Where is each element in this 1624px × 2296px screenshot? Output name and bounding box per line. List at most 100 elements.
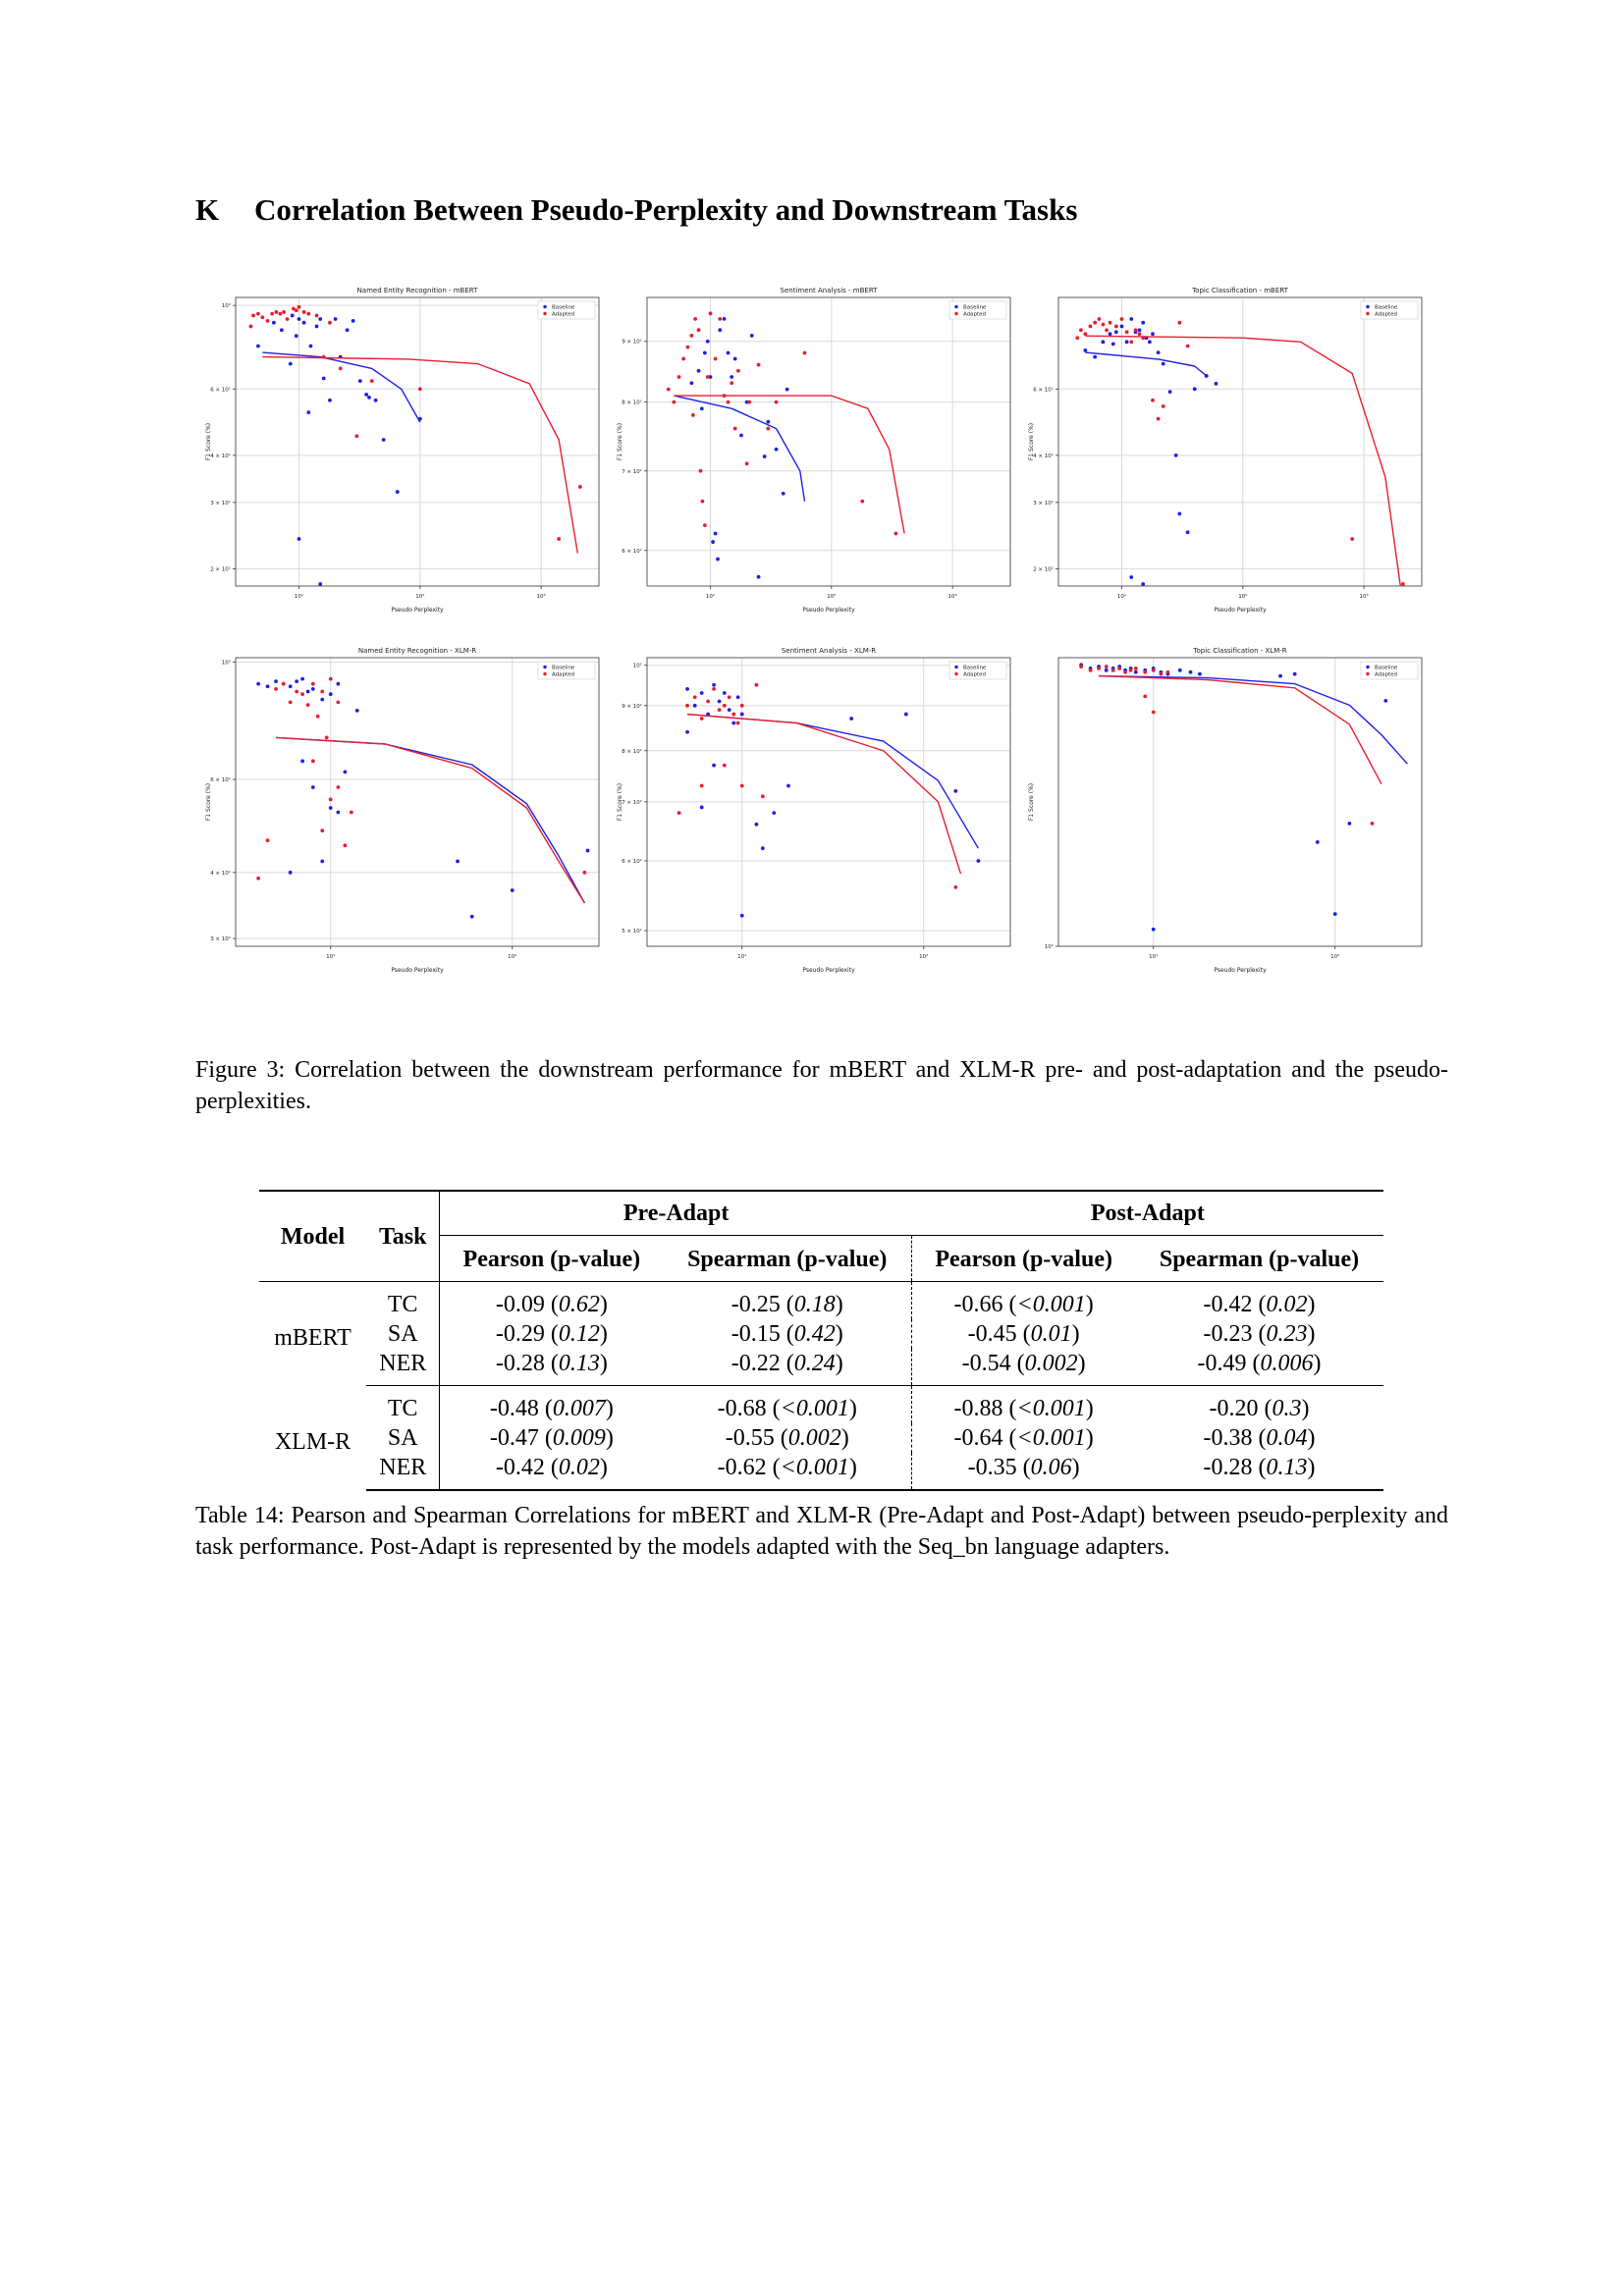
paren-open: ( bbox=[774, 1425, 788, 1451]
data-point-adapted bbox=[256, 876, 261, 881]
plot-frame bbox=[1057, 296, 1423, 587]
data-point-baseline bbox=[333, 317, 338, 321]
p-value: 0.13 bbox=[1266, 1455, 1308, 1480]
data-point-adapted bbox=[354, 434, 359, 439]
data-point-adapted bbox=[1161, 403, 1165, 408]
data-point-baseline bbox=[295, 679, 299, 684]
chart-title: Sentiment Analysis - mBERT bbox=[781, 287, 879, 294]
p-value: 0.009 bbox=[552, 1425, 606, 1451]
data-point-baseline bbox=[1148, 340, 1152, 345]
data-point-baseline bbox=[744, 400, 749, 404]
data-point-baseline bbox=[381, 438, 386, 442]
correlation-value: -0.22 bbox=[731, 1351, 781, 1376]
data-point-baseline bbox=[265, 684, 270, 689]
data-point-adapted bbox=[281, 681, 286, 686]
data-point-adapted bbox=[1097, 667, 1101, 670]
pre-spearman-cell: -0.15 (0.42) bbox=[663, 1319, 913, 1349]
data-point-adapted bbox=[1078, 328, 1083, 333]
correlation-value: -0.54 bbox=[961, 1351, 1011, 1376]
data-point-baseline bbox=[1124, 340, 1129, 345]
chart-panel: Named Entity Recognition - XLM-R Pseudo P… bbox=[196, 642, 607, 997]
pre-spearman-cell: -0.25 (0.18) bbox=[663, 1281, 913, 1319]
data-point-baseline bbox=[290, 313, 295, 318]
data-point-baseline bbox=[722, 691, 727, 695]
chart-panel: Sentiment Analysis - mBERT Pseudo Perplex… bbox=[608, 282, 1018, 637]
data-point-adapted bbox=[1079, 665, 1084, 668]
data-point-adapted bbox=[336, 785, 341, 789]
data-point-baseline bbox=[1188, 669, 1193, 674]
model-cell: mBERT bbox=[274, 1324, 352, 1351]
y-axis-label: F1 Score (%) bbox=[1028, 423, 1035, 460]
data-point-baseline bbox=[320, 859, 325, 864]
data-point-baseline bbox=[762, 454, 767, 458]
legend-marker bbox=[954, 665, 958, 669]
data-point-adapted bbox=[1143, 694, 1148, 699]
data-point-adapted bbox=[301, 310, 306, 314]
p-value: 0.06 bbox=[1030, 1455, 1072, 1480]
table-group-xlmr: XLM-R TC -0.48 (0.007) -0.68 (<0.001) -0.88 … bbox=[259, 1385, 1383, 1491]
data-point-baseline bbox=[739, 433, 743, 438]
task-cell: TC bbox=[366, 1385, 441, 1423]
post-spearman-cell: -0.23 (0.23) bbox=[1135, 1319, 1383, 1349]
data-point-adapted bbox=[1117, 667, 1122, 670]
pre-spearman-cell: -0.55 (0.002) bbox=[663, 1423, 913, 1453]
fit-curve-adapted bbox=[1098, 674, 1382, 785]
col-header-post-spearman: Spearman (p-value) bbox=[1135, 1235, 1383, 1282]
chart-background bbox=[196, 282, 607, 637]
data-point-baseline bbox=[699, 406, 704, 411]
data-point-baseline bbox=[294, 334, 298, 339]
data-point-adapted bbox=[700, 499, 705, 504]
table-row: SA -0.47 (0.009) -0.55 (0.002) -0.64 (<0.00… bbox=[259, 1423, 1383, 1453]
pre-spearman-cell: -0.22 (0.24) bbox=[663, 1349, 913, 1386]
paren-close: ) bbox=[835, 1292, 843, 1317]
data-point-baseline bbox=[395, 490, 400, 494]
data-point-adapted bbox=[1151, 667, 1156, 672]
x-axis-label: Pseudo Perplexity bbox=[1214, 967, 1267, 974]
data-point-adapted bbox=[577, 485, 582, 489]
p-value: <0.001 bbox=[1016, 1425, 1086, 1451]
chart-title: Named Entity Recognition - mBERT bbox=[357, 287, 479, 294]
legend-marker bbox=[1366, 304, 1370, 309]
data-point-baseline bbox=[1347, 822, 1352, 826]
legend-marker bbox=[1366, 671, 1370, 676]
data-point-baseline bbox=[685, 686, 689, 691]
data-point-baseline bbox=[735, 695, 740, 700]
p-value: <0.001 bbox=[1016, 1292, 1086, 1317]
chart-background bbox=[1019, 282, 1429, 637]
paren-close: ) bbox=[1071, 1321, 1080, 1347]
table-group-mbert: mBERT TC -0.09 (0.62) -0.25 (0.18) -0.66 (<0… bbox=[259, 1281, 1383, 1386]
data-point-adapted bbox=[699, 717, 704, 721]
correlation-value: -0.88 bbox=[953, 1396, 1003, 1421]
pre-pearson-cell: -0.48 (0.007) bbox=[440, 1386, 663, 1424]
post-spearman-cell: -0.20 (0.3) bbox=[1135, 1386, 1383, 1424]
y-axis-label: F1 Score (%) bbox=[205, 783, 212, 821]
paren-open: ( bbox=[1252, 1292, 1267, 1317]
data-point-baseline bbox=[702, 350, 707, 355]
post-pearson-cell: -0.66 (<0.001) bbox=[912, 1282, 1135, 1320]
data-point-adapted bbox=[310, 681, 315, 686]
data-point-adapted bbox=[1128, 667, 1133, 672]
data-point-baseline bbox=[367, 395, 371, 400]
data-point-adapted bbox=[306, 311, 311, 316]
data-point-adapted bbox=[953, 884, 958, 889]
x-tick-label: 10¹ bbox=[1117, 593, 1126, 600]
data-point-adapted bbox=[557, 537, 562, 541]
fit-curve-adapted bbox=[262, 355, 578, 554]
post-spearman-cell: -0.42 (0.02) bbox=[1135, 1282, 1383, 1320]
pre-pearson-cell: -0.29 (0.12) bbox=[440, 1319, 663, 1349]
data-point-adapted bbox=[343, 843, 348, 848]
p-value: 0.006 bbox=[1260, 1351, 1314, 1376]
data-point-baseline bbox=[345, 328, 350, 333]
data-point-adapted bbox=[320, 689, 325, 694]
post-pearson-cell: -0.35 (0.06) bbox=[911, 1453, 1136, 1491]
fit-curve-baseline bbox=[1098, 674, 1408, 765]
data-point-adapted bbox=[336, 700, 341, 705]
legend-marker bbox=[543, 665, 547, 669]
y-tick-label: 10² bbox=[222, 660, 231, 667]
correlation-value: -0.47 bbox=[489, 1425, 539, 1451]
x-tick-label: 10² bbox=[508, 953, 516, 960]
paren-close: ) bbox=[848, 1455, 857, 1480]
data-point-adapted bbox=[1119, 317, 1124, 321]
x-tick-label: 10¹ bbox=[295, 593, 303, 600]
data-point-adapted bbox=[1370, 822, 1375, 826]
